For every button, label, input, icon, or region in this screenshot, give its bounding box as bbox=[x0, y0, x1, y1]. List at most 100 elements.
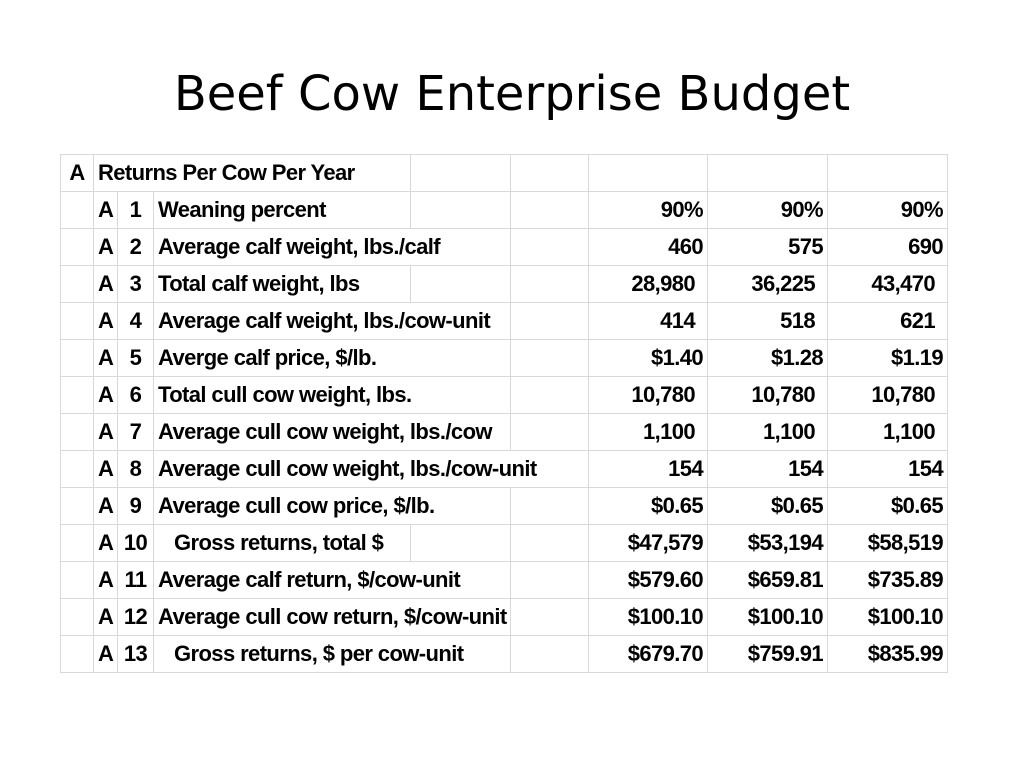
empty-cell bbox=[410, 524, 512, 562]
value-cell-2: 575 bbox=[707, 228, 829, 266]
row-number-cell: 3 bbox=[117, 265, 154, 303]
row-code-cell: A bbox=[93, 191, 118, 229]
empty-cell bbox=[707, 154, 829, 192]
value-cell-2: $1.28 bbox=[707, 339, 829, 377]
value-cell-1: 1,100 bbox=[588, 413, 709, 451]
row-code-cell: A bbox=[93, 413, 118, 451]
row-description-cell: Average calf return, $/cow-unit bbox=[152, 561, 512, 599]
empty-cell bbox=[60, 598, 94, 636]
row-description-cell: Averge calf price, $/lb. bbox=[152, 339, 512, 377]
value-cell-1: $1.40 bbox=[588, 339, 709, 377]
empty-cell bbox=[410, 265, 512, 303]
value-cell-2: 518 bbox=[707, 302, 829, 340]
row-number-cell: 9 bbox=[117, 487, 154, 525]
row-number-cell: 8 bbox=[117, 450, 154, 488]
value-cell-1: 28,980 bbox=[588, 265, 709, 303]
empty-cell bbox=[60, 450, 94, 488]
value-cell-3: 43,470 bbox=[827, 265, 949, 303]
empty-cell bbox=[827, 154, 949, 192]
row-code-cell: A bbox=[93, 376, 118, 414]
value-cell-1: 90% bbox=[588, 191, 709, 229]
value-cell-3: $0.65 bbox=[827, 487, 949, 525]
row-description-cell: Average calf weight, lbs./cow-unit bbox=[152, 302, 512, 340]
row-number-cell: 2 bbox=[117, 228, 154, 266]
row-description-cell: Average cull cow weight, lbs./cow bbox=[152, 413, 512, 451]
table-row: A 11 Average calf return, $/cow-unit $57… bbox=[60, 561, 949, 599]
value-cell-1: $47,579 bbox=[588, 524, 709, 562]
table-row: A 3 Total calf weight, lbs 28,980 36,225… bbox=[60, 265, 949, 303]
row-number-cell: 5 bbox=[117, 339, 154, 377]
value-cell-3: 690 bbox=[827, 228, 949, 266]
empty-cell bbox=[510, 265, 590, 303]
row-code-cell: A bbox=[93, 635, 118, 673]
value-cell-1: $0.65 bbox=[588, 487, 709, 525]
row-code-cell: A bbox=[93, 228, 118, 266]
value-cell-1: 460 bbox=[588, 228, 709, 266]
table-header-row: A Returns Per Cow Per Year bbox=[60, 154, 949, 192]
row-description-cell: Total calf weight, lbs bbox=[152, 265, 412, 303]
empty-cell bbox=[510, 561, 590, 599]
row-code-cell: A bbox=[93, 265, 118, 303]
empty-cell bbox=[60, 265, 94, 303]
section-code-cell: A bbox=[60, 154, 94, 192]
row-number-cell: 12 bbox=[117, 598, 154, 636]
budget-table: A Returns Per Cow Per Year A 1 Weaning p… bbox=[60, 154, 949, 673]
value-cell-3: 1,100 bbox=[827, 413, 949, 451]
empty-cell bbox=[510, 302, 590, 340]
value-cell-2: 36,225 bbox=[707, 265, 829, 303]
row-number-cell: 11 bbox=[117, 561, 154, 599]
empty-cell bbox=[60, 228, 94, 266]
value-cell-2: $759.91 bbox=[707, 635, 829, 673]
value-cell-3: $100.10 bbox=[827, 598, 949, 636]
value-cell-2: $53,194 bbox=[707, 524, 829, 562]
table-row: A 13 Gross returns, $ per cow-unit $679.… bbox=[60, 635, 949, 673]
row-description-cell: Gross returns, total $ bbox=[152, 524, 412, 562]
row-description-cell: Gross returns, $ per cow-unit bbox=[152, 635, 512, 673]
empty-cell bbox=[410, 191, 512, 229]
value-cell-2: $659.81 bbox=[707, 561, 829, 599]
row-number-cell: 10 bbox=[117, 524, 154, 562]
empty-cell bbox=[60, 191, 94, 229]
row-number-cell: 6 bbox=[117, 376, 154, 414]
table-row: A 5 Averge calf price, $/lb. $1.40 $1.28… bbox=[60, 339, 949, 377]
empty-cell bbox=[60, 302, 94, 340]
row-description-cell: Total cull cow weight, lbs. bbox=[152, 376, 512, 414]
table-row: A 8 Average cull cow weight, lbs./cow-un… bbox=[60, 450, 949, 488]
value-cell-2: $0.65 bbox=[707, 487, 829, 525]
value-cell-2: 90% bbox=[707, 191, 829, 229]
empty-cell bbox=[60, 413, 94, 451]
row-code-cell: A bbox=[93, 598, 118, 636]
empty-cell bbox=[60, 635, 94, 673]
row-code-cell: A bbox=[93, 302, 118, 340]
value-cell-1: 414 bbox=[588, 302, 709, 340]
table-row: A 10 Gross returns, total $ $47,579 $53,… bbox=[60, 524, 949, 562]
empty-cell bbox=[60, 339, 94, 377]
value-cell-2: $100.10 bbox=[707, 598, 829, 636]
row-description-cell: Weaning percent bbox=[152, 191, 412, 229]
empty-cell bbox=[588, 154, 709, 192]
section-title-cell: Returns Per Cow Per Year bbox=[92, 154, 412, 192]
table-row: A 1 Weaning percent 90% 90% 90% bbox=[60, 191, 949, 229]
empty-cell bbox=[510, 635, 590, 673]
table-row: A 7 Average cull cow weight, lbs./cow 1,… bbox=[60, 413, 949, 451]
row-code-cell: A bbox=[93, 561, 118, 599]
empty-cell bbox=[510, 228, 590, 266]
empty-cell bbox=[510, 191, 590, 229]
table-row: A 6 Total cull cow weight, lbs. 10,780 1… bbox=[60, 376, 949, 414]
empty-cell bbox=[60, 487, 94, 525]
value-cell-1: 10,780 bbox=[588, 376, 709, 414]
value-cell-3: 10,780 bbox=[827, 376, 949, 414]
value-cell-3: $735.89 bbox=[827, 561, 949, 599]
empty-cell bbox=[510, 154, 590, 192]
row-code-cell: A bbox=[93, 339, 118, 377]
empty-cell bbox=[60, 561, 94, 599]
row-description-cell: Average cull cow return, $/cow-unit bbox=[152, 598, 512, 636]
table-row: A 2 Average calf weight, lbs./calf 460 5… bbox=[60, 228, 949, 266]
table-row: A 4 Average calf weight, lbs./cow-unit 4… bbox=[60, 302, 949, 340]
value-cell-3: 90% bbox=[827, 191, 949, 229]
empty-cell bbox=[510, 376, 590, 414]
value-cell-1: $579.60 bbox=[588, 561, 709, 599]
value-cell-1: $679.70 bbox=[588, 635, 709, 673]
row-number-cell: 1 bbox=[117, 191, 154, 229]
value-cell-2: 1,100 bbox=[707, 413, 829, 451]
